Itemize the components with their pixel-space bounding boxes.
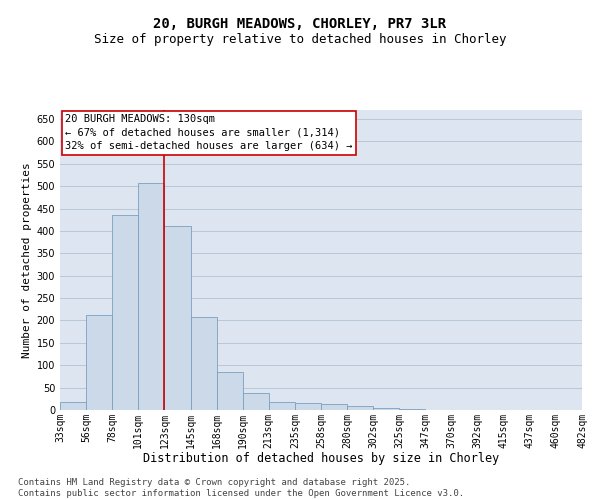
Bar: [400, 409, 425, 410]
Text: 20, BURGH MEADOWS, CHORLEY, PR7 3LR: 20, BURGH MEADOWS, CHORLEY, PR7 3LR: [154, 18, 446, 32]
Y-axis label: Number of detached properties: Number of detached properties: [22, 162, 32, 358]
Text: Contains HM Land Registry data © Crown copyright and database right 2025.
Contai: Contains HM Land Registry data © Crown c…: [18, 478, 464, 498]
Bar: [86, 314, 112, 410]
Bar: [191, 318, 217, 410]
Text: 20 BURGH MEADOWS: 130sqm
← 67% of detached houses are smaller (1,314)
32% of sem: 20 BURGH MEADOWS: 130sqm ← 67% of detach…: [65, 114, 353, 151]
X-axis label: Distribution of detached houses by size in Chorley: Distribution of detached houses by size …: [143, 452, 499, 465]
Bar: [243, 393, 269, 410]
Bar: [164, 226, 191, 410]
Bar: [321, 404, 347, 410]
Bar: [112, 215, 139, 410]
Bar: [347, 406, 373, 410]
Bar: [295, 404, 321, 410]
Text: Size of property relative to detached houses in Chorley: Size of property relative to detached ho…: [94, 32, 506, 46]
Bar: [139, 183, 164, 410]
Bar: [217, 372, 243, 410]
Bar: [269, 402, 295, 410]
Bar: [60, 402, 86, 410]
Bar: [373, 408, 400, 410]
